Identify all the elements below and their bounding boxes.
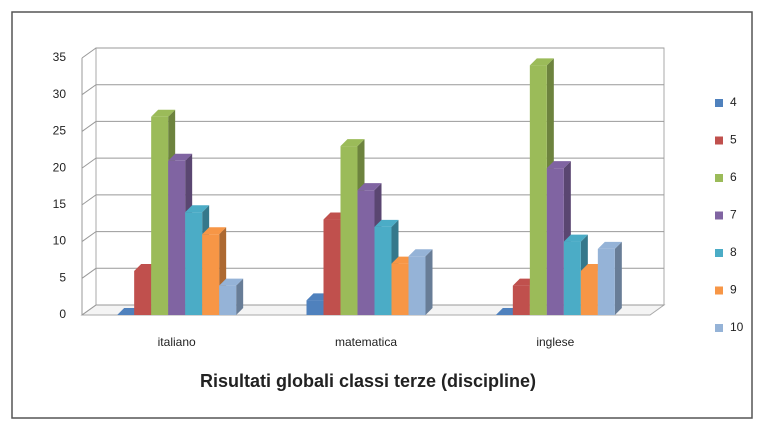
bar-face	[219, 285, 237, 315]
x-tick-label: matematica	[335, 335, 397, 349]
bar	[408, 249, 433, 315]
y-tick-label: 5	[59, 270, 66, 284]
bar-face	[323, 219, 341, 315]
grid-line	[81, 304, 664, 316]
legend-label: 6	[730, 170, 737, 184]
legend-swatch	[715, 324, 723, 332]
legend-swatch	[715, 174, 723, 182]
bar-face	[202, 234, 220, 315]
bar-face	[185, 212, 203, 315]
legend-label: 8	[730, 245, 737, 259]
bar-face	[236, 278, 244, 315]
y-tick-label: 10	[53, 234, 67, 248]
bar-face	[202, 227, 227, 235]
bar-face	[529, 58, 554, 66]
bar-face	[374, 219, 399, 227]
bar-face	[219, 278, 244, 286]
bar-face	[168, 153, 193, 161]
y-tick-label: 15	[53, 197, 67, 211]
bar-face	[529, 65, 547, 315]
bar-face	[306, 300, 324, 315]
grid-line	[81, 157, 664, 169]
bar	[219, 278, 244, 315]
grid-line	[81, 47, 664, 59]
legend-label: 4	[730, 95, 737, 109]
grid-line	[81, 194, 664, 206]
y-tick-label: 25	[53, 124, 67, 138]
bar-face	[374, 226, 392, 315]
bar-face	[151, 109, 176, 117]
bar-face	[408, 256, 426, 315]
legend-swatch	[715, 249, 723, 257]
bar-face	[425, 249, 433, 315]
bar-face	[357, 183, 382, 191]
legend-swatch	[715, 211, 723, 220]
bar	[597, 241, 622, 315]
bar-face	[134, 270, 152, 315]
x-tick-label: italiano	[158, 335, 196, 349]
bar-face	[151, 116, 169, 315]
legend-swatch	[715, 99, 723, 107]
grid-line	[81, 231, 664, 242]
bar-face	[546, 161, 571, 169]
y-tick-label: 35	[53, 50, 67, 64]
bar-face	[597, 241, 622, 249]
x-tick-label: inglese	[536, 335, 574, 349]
legend-swatch	[715, 286, 723, 295]
bar-face	[597, 248, 615, 315]
bar-face	[408, 249, 433, 257]
bar-face	[168, 160, 186, 315]
y-tick-label: 0	[59, 307, 66, 321]
grid-line	[81, 120, 664, 132]
bar-face	[185, 205, 210, 213]
grid-line	[81, 267, 664, 279]
legend-label: 10	[730, 320, 744, 334]
legend-label: 7	[730, 208, 737, 222]
bar-face	[391, 263, 409, 315]
y-tick-label: 20	[53, 160, 67, 174]
legend-label: 5	[730, 133, 737, 147]
legend-label: 9	[730, 283, 737, 297]
chart-title: Risultati globali classi terze (discipli…	[200, 371, 536, 391]
bar-face	[580, 270, 598, 315]
bar-face	[563, 241, 581, 315]
bar-face	[512, 285, 530, 315]
bar-face	[546, 168, 564, 315]
bar-face	[563, 234, 588, 242]
grid-line	[81, 84, 664, 96]
bar-face	[614, 241, 622, 315]
legend-swatch	[715, 136, 723, 145]
bar-face	[357, 190, 375, 315]
bar-face	[340, 146, 358, 315]
bar-face	[340, 139, 365, 147]
y-tick-label: 30	[53, 87, 67, 101]
